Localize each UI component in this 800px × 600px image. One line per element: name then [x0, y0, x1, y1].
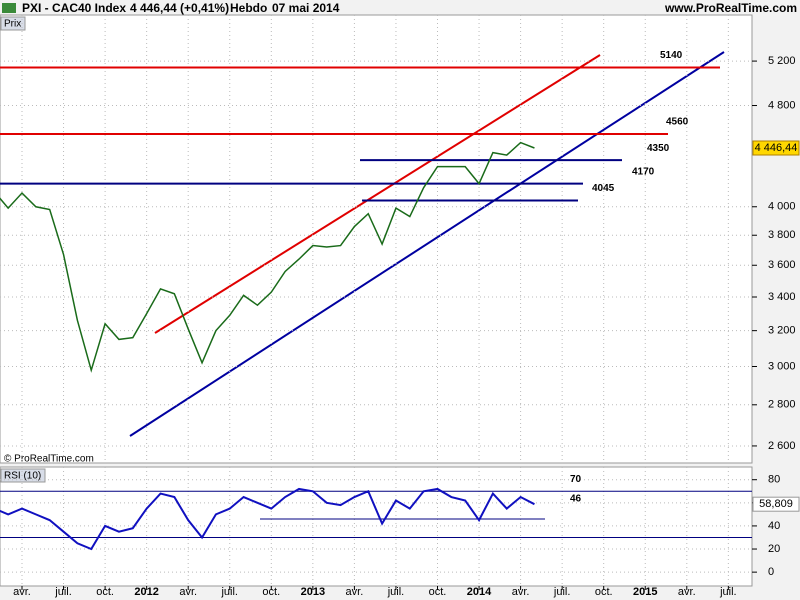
rsi-panel [0, 466, 753, 587]
y-tick-label: 4 000 [768, 201, 796, 213]
value-label: 58,809 [759, 498, 793, 510]
x-tick-label: avr. [512, 586, 530, 598]
level-label: 4170 [632, 166, 655, 177]
level-label: 4350 [647, 143, 670, 154]
panel-tag [0, 468, 46, 483]
x-tick-label: 2014 [467, 586, 492, 598]
y-tick-label: 3 000 [768, 360, 796, 372]
y-tick-label: 40 [768, 520, 780, 532]
symbol: PXI - CAC40 Index [22, 1, 126, 15]
price-line [0, 487, 535, 551]
x-tick-label: juil. [387, 586, 405, 598]
icon [2, 3, 16, 13]
value-label-box [752, 496, 800, 512]
watermark: © ProRealTime.com [4, 454, 94, 465]
trend-line [129, 51, 725, 437]
level-label: 4045 [592, 183, 615, 194]
value-label: 4 446,44 [755, 142, 798, 154]
y-tick-label: 4 800 [768, 99, 796, 111]
x-tick-label: 2013 [301, 586, 325, 598]
y-tick-label: 20 [768, 543, 780, 555]
period: Hebdo [230, 1, 267, 15]
x-tick-label: 2012 [134, 586, 158, 598]
x-tick-label: juil. [719, 586, 737, 598]
y-tick-label: 80 [768, 474, 780, 486]
level-label: 46 [570, 494, 582, 505]
x-tick-label: oct. [429, 586, 447, 598]
y-tick-label: 3 600 [768, 259, 796, 271]
y-tick-label: 0 [768, 566, 774, 578]
site: www.ProRealTime.com [664, 1, 797, 15]
panel-title: Prix [4, 19, 21, 30]
x-tick-label: 2015 [633, 586, 657, 598]
price-panel [0, 14, 753, 464]
y-tick-label: 3 200 [768, 325, 796, 337]
x-tick-label: juil. [553, 586, 571, 598]
y-tick-label: 3 400 [768, 291, 796, 303]
quote: 4 446,44 (+0,41%) [130, 1, 229, 15]
x-tick-label: juil. [220, 586, 238, 598]
x-tick-label: oct. [96, 586, 114, 598]
panel-title: RSI (10) [4, 471, 41, 482]
x-tick-label: oct. [262, 586, 280, 598]
level-label: 70 [570, 474, 582, 485]
x-tick-label: avr. [179, 586, 197, 598]
price-line [0, 141, 535, 373]
x-tick-label: avr. [13, 586, 31, 598]
level-label: 4560 [666, 117, 689, 128]
date: 07 mai 2014 [272, 1, 340, 15]
x-tick-label: oct. [595, 586, 613, 598]
y-tick-label: 2 600 [768, 440, 796, 452]
x-tick-label: avr. [346, 586, 364, 598]
trend-line [154, 54, 601, 334]
y-tick-label: 2 800 [768, 399, 796, 411]
x-tick-label: avr. [678, 586, 696, 598]
panel-tag [0, 16, 26, 31]
y-tick-label: 3 800 [768, 229, 796, 241]
x-tick-label: juil. [54, 586, 72, 598]
y-tick-label: 5 200 [768, 55, 796, 67]
level-label: 5140 [660, 50, 683, 61]
value-label-box [752, 140, 800, 156]
